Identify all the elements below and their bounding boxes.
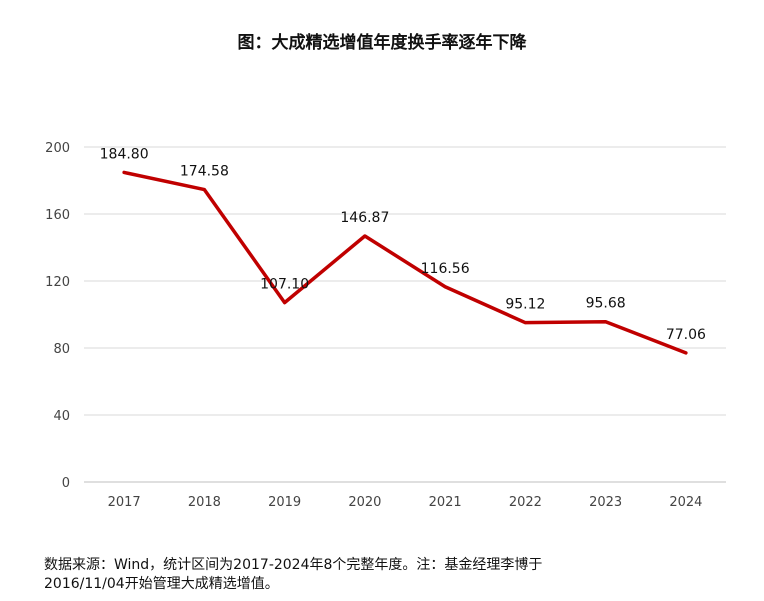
data-point-2017 bbox=[122, 170, 126, 174]
y-tick-label-160: 160 bbox=[45, 208, 70, 223]
y-tick-label-0: 0 bbox=[62, 476, 70, 491]
data-label-2023: 95.68 bbox=[586, 296, 626, 312]
data-point-2020 bbox=[363, 234, 367, 238]
data-label-2022: 95.12 bbox=[505, 297, 545, 313]
y-tick-label-40: 40 bbox=[53, 409, 70, 424]
data-point-2021 bbox=[443, 285, 447, 289]
data-label-2017: 184.80 bbox=[100, 146, 149, 162]
data-point-2024 bbox=[684, 351, 688, 355]
data-label-2020: 146.87 bbox=[340, 210, 389, 226]
y-tick-label-120: 120 bbox=[45, 275, 70, 290]
source-note: 数据来源：Wind，统计区间为2017-2024年8个完整年度。注：基金经理李博… bbox=[44, 556, 744, 594]
data-point-2018 bbox=[202, 188, 206, 192]
x-tick-label-2023: 2023 bbox=[589, 495, 622, 510]
line-chart: 0 40 80 120 160 200 2017 2018 2019 2020 2021 2022 20… bbox=[45, 141, 726, 510]
source-note-line-2: 2016/11/04开始管理大成精选增值。 bbox=[44, 576, 279, 592]
data-label-2024: 77.06 bbox=[666, 327, 706, 343]
x-tick-label-2024: 2024 bbox=[669, 495, 702, 510]
source-note-line-1: 数据来源：Wind，统计区间为2017-2024年8个完整年度。注：基金经理李博… bbox=[44, 557, 543, 573]
data-point-2019 bbox=[283, 301, 287, 305]
data-point-2023 bbox=[604, 320, 608, 324]
x-tick-label-2017: 2017 bbox=[108, 495, 141, 510]
data-label-2019: 107.10 bbox=[260, 277, 309, 293]
y-tick-label-80: 80 bbox=[53, 342, 70, 357]
data-point-2022 bbox=[523, 321, 527, 325]
x-tick-label-2020: 2020 bbox=[348, 495, 381, 510]
series-line bbox=[122, 170, 688, 355]
x-tick-label-2018: 2018 bbox=[188, 495, 221, 510]
x-tick-label-2021: 2021 bbox=[429, 495, 462, 510]
x-tick-label-2022: 2022 bbox=[509, 495, 542, 510]
x-tick-label-2019: 2019 bbox=[268, 495, 301, 510]
data-label-2018: 174.58 bbox=[180, 164, 229, 180]
y-tick-label-200: 200 bbox=[45, 141, 70, 156]
data-label-2021: 116.56 bbox=[421, 261, 470, 277]
chart-title: 图：大成精选增值年度换手率逐年下降 bbox=[237, 33, 527, 53]
